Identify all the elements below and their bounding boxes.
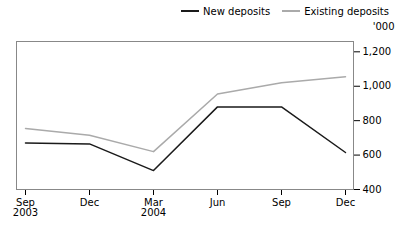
svg-text:Mar2004: Mar2004 <box>141 197 166 218</box>
svg-text:Sep: Sep <box>272 197 291 208</box>
svg-text:Jun: Jun <box>209 197 226 208</box>
svg-text:1,200: 1,200 <box>363 46 392 57</box>
html-text:New deposits: New deposits <box>203 5 271 17</box>
svg-text:Sep2003: Sep2003 <box>13 197 38 218</box>
svg-text:400: 400 <box>363 184 382 195</box>
svg-text:1,000: 1,000 <box>363 80 392 91</box>
svg-text:'000: '000 <box>373 21 395 32</box>
svg-text:Dec: Dec <box>80 197 99 208</box>
html-text:Existing deposits: Existing deposits <box>304 5 389 17</box>
svg-text:Dec: Dec <box>336 197 355 208</box>
svg-text:800: 800 <box>363 115 382 126</box>
svg-text:600: 600 <box>363 149 382 160</box>
